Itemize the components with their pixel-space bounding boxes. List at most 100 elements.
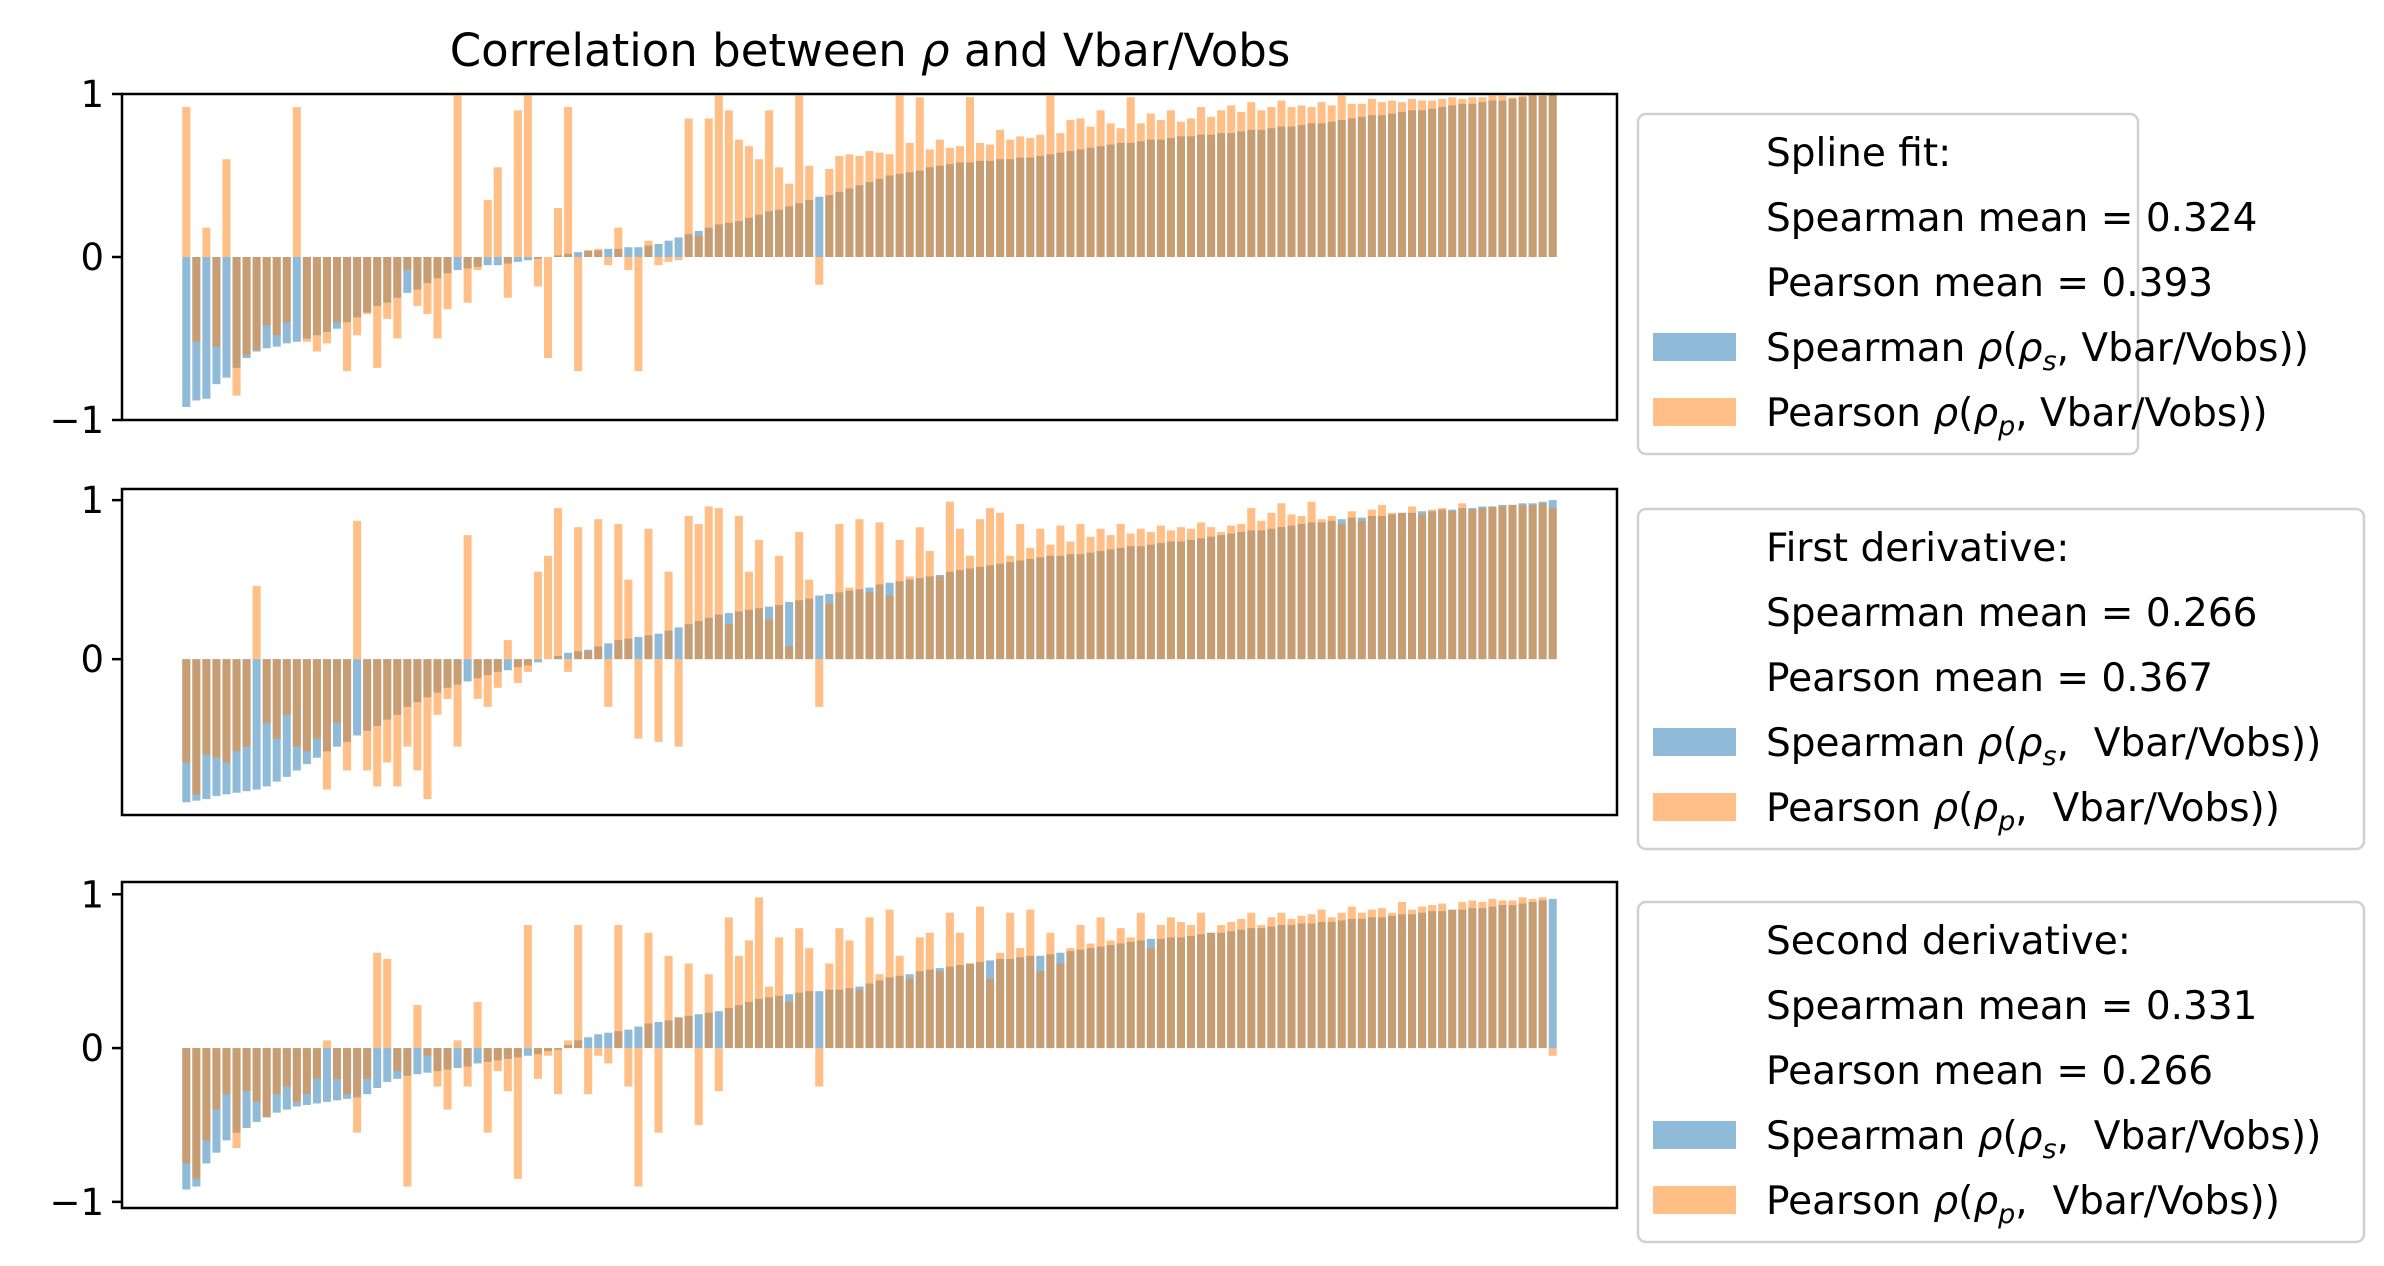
panel-spline: 1 0 −1 [49, 73, 1619, 442]
pearson-bar [363, 257, 372, 315]
pearson-bar [795, 531, 804, 660]
pearson-bar [1227, 525, 1236, 660]
pearson-bar [1347, 906, 1356, 1049]
y-tick-label: 1 [80, 873, 104, 916]
y-tick-label: −1 [49, 1181, 104, 1224]
title-part: Correlation between [450, 24, 921, 77]
pearson-bar [1176, 527, 1185, 660]
pearson-bar [1046, 95, 1055, 257]
pearson-bar [1026, 547, 1035, 660]
pearson-bar [353, 520, 362, 660]
panel-first-derivative: 10 [80, 479, 1619, 817]
pearson-bar [483, 659, 492, 707]
pearson-bar [1026, 909, 1035, 1049]
pearson-bar [383, 659, 392, 763]
legend-box [1636, 112, 2140, 456]
pearson-bar [1387, 912, 1396, 1049]
pearson-bar [393, 1048, 402, 1072]
pearson-bar [564, 107, 573, 257]
legend-mean: Pearson mean = 0.393 [1766, 261, 2213, 306]
pearson-bar [272, 659, 281, 739]
pearson-bar [996, 952, 1005, 1049]
pearson-bar [1036, 528, 1045, 660]
pearson-bar [724, 917, 733, 1049]
pearson-bar [1156, 525, 1165, 660]
pearson-bar [915, 97, 924, 257]
pearson-bar [1367, 509, 1376, 660]
spearman-bar [574, 252, 583, 257]
pearson-bar [1247, 912, 1256, 1049]
legend-first-derivative: First derivative: Spearman mean = 0.266 Pe… [1636, 507, 2366, 851]
pearson-bar [775, 167, 784, 257]
pearson-bar [835, 155, 844, 257]
pearson-bar [855, 519, 864, 660]
pearson-bar [252, 586, 261, 660]
pearson-bar [885, 909, 894, 1049]
pearson-bar [1016, 948, 1025, 1049]
spearman-bar [604, 248, 613, 257]
spearman-bar [634, 247, 643, 257]
spearman-bar [694, 1014, 703, 1049]
pearson-bar [765, 986, 774, 1049]
pearson-bar [1498, 95, 1507, 257]
pearson-bar [845, 154, 854, 257]
panel-second-derivative: 1 0 −1 [49, 873, 1619, 1224]
pearson-bar [674, 257, 683, 261]
pearson-bar [1327, 516, 1336, 660]
pearson-bar [976, 519, 985, 660]
pearson-bar [1126, 937, 1135, 1049]
pearson-bar [322, 659, 331, 790]
pearson-bar [1086, 536, 1095, 660]
pearson-bar [1257, 925, 1266, 1049]
legend-mean: Pearson mean = 0.266 [1766, 1049, 2213, 1094]
spearman-bar [604, 1032, 613, 1049]
pearson-bar [895, 95, 904, 257]
spearman-bar [262, 659, 271, 787]
pearson-bar [664, 955, 673, 1049]
pearson-bar [674, 659, 683, 747]
spearman-bar [493, 257, 502, 266]
pearson-bar [935, 139, 944, 257]
pearson-bar [473, 1001, 482, 1049]
pearson-bar [1217, 110, 1226, 257]
pearson-bar [1518, 897, 1527, 1049]
pearson-bar [1397, 512, 1407, 660]
pearson-bar [292, 107, 301, 257]
pearson-bar [845, 940, 854, 1049]
pearson-bar [1166, 530, 1175, 660]
pearson-bar [463, 535, 472, 660]
pearson-bar [1247, 102, 1256, 258]
pearson-bar [1046, 932, 1055, 1049]
pearson-bar [815, 659, 824, 707]
spearman-bar [815, 196, 824, 257]
pearson-bar [925, 932, 934, 1049]
spearman-bar [513, 257, 522, 262]
pearson-bar [1458, 503, 1467, 660]
spearman-bar [503, 659, 512, 671]
pearson-bar [1096, 110, 1105, 257]
pearson-bar [1428, 509, 1437, 660]
pearson-bar [1528, 504, 1537, 660]
pearson-bar [1237, 523, 1246, 660]
pearson-bar [1006, 555, 1015, 660]
pearson-bar [433, 257, 442, 339]
spearman-bar [413, 1048, 422, 1075]
pearson-bar [986, 508, 995, 660]
pearson-bar [1136, 912, 1145, 1049]
pearson-bar [1357, 103, 1366, 257]
spearman-bar [473, 1048, 482, 1064]
pearson-bar [393, 659, 402, 787]
pearson-bar [232, 1048, 241, 1149]
pearson-bar [1548, 508, 1557, 660]
pearson-bar [604, 257, 613, 266]
pearson-bar [765, 619, 774, 660]
pearson-bar [574, 925, 583, 1049]
pearson-bar [664, 571, 673, 660]
pearson-bar [996, 129, 1005, 257]
y-tick-label: 1 [80, 73, 104, 116]
pearson-bar [955, 932, 964, 1049]
legend-mean: Spearman mean = 0.324 [1766, 196, 2257, 241]
pearson-bar [453, 95, 462, 257]
pearson-bar [1277, 912, 1286, 1049]
pearson-bar [1166, 110, 1175, 257]
